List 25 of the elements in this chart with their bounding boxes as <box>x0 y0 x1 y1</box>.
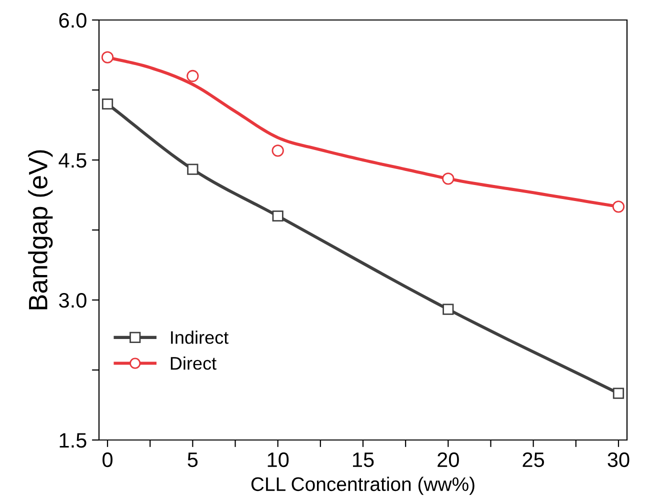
x-tick-label: 5 <box>188 452 198 468</box>
legend-label: Direct <box>170 356 216 370</box>
point <box>442 172 454 185</box>
x-tick-label: 20 <box>438 452 459 468</box>
point <box>101 51 114 64</box>
point <box>612 388 624 399</box>
point <box>272 144 284 157</box>
x-axis-title: CLL Concentration (ww%) <box>251 476 474 495</box>
x-tick-label: 0 <box>102 452 112 468</box>
point <box>102 98 114 110</box>
point <box>442 304 454 315</box>
y-tick-label: 6.0 <box>59 13 86 28</box>
y-tick-label: 3.0 <box>59 293 86 308</box>
point <box>612 200 625 213</box>
y-axis-title: Bandgap (eV) <box>28 150 53 310</box>
x-tick-label: 25 <box>522 452 544 468</box>
x-tick-label: 10 <box>268 452 289 468</box>
y-tick-label: 4.5 <box>58 153 86 168</box>
x-tick-label: 30 <box>608 452 630 468</box>
x-tick-label: 15 <box>353 452 374 468</box>
legend-label: Indirect <box>171 330 228 344</box>
y-tick-label: 1.5 <box>60 433 86 448</box>
point <box>272 210 284 222</box>
point <box>187 164 198 175</box>
point <box>186 70 199 82</box>
